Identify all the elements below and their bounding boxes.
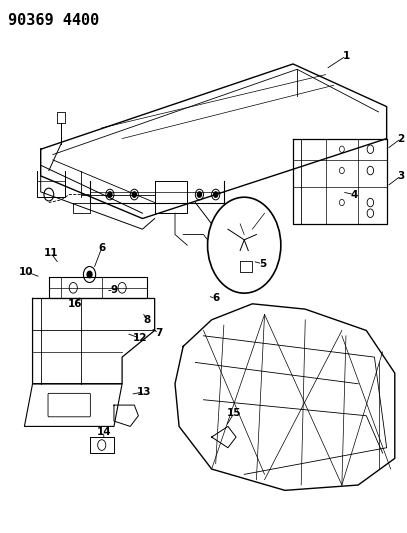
- Text: 3: 3: [397, 171, 405, 181]
- Text: 9: 9: [110, 286, 118, 295]
- Text: 90369 4400: 90369 4400: [8, 13, 99, 28]
- Text: 4: 4: [350, 190, 358, 199]
- Circle shape: [197, 192, 201, 197]
- Text: 11: 11: [44, 248, 58, 258]
- Text: 13: 13: [137, 387, 152, 397]
- Text: 2: 2: [397, 134, 405, 143]
- Text: 16: 16: [68, 299, 83, 309]
- Text: 10: 10: [19, 267, 34, 277]
- Text: 12: 12: [133, 334, 148, 343]
- Text: 15: 15: [227, 408, 241, 418]
- Text: 14: 14: [96, 427, 111, 437]
- Circle shape: [108, 192, 112, 197]
- Text: 8: 8: [143, 315, 150, 325]
- Text: 6: 6: [212, 294, 219, 303]
- Text: 7: 7: [155, 328, 162, 338]
- Circle shape: [87, 271, 92, 278]
- Circle shape: [132, 192, 136, 197]
- Text: 1: 1: [342, 51, 350, 61]
- Text: 6: 6: [98, 243, 105, 253]
- Circle shape: [214, 192, 218, 197]
- Text: 5: 5: [259, 259, 266, 269]
